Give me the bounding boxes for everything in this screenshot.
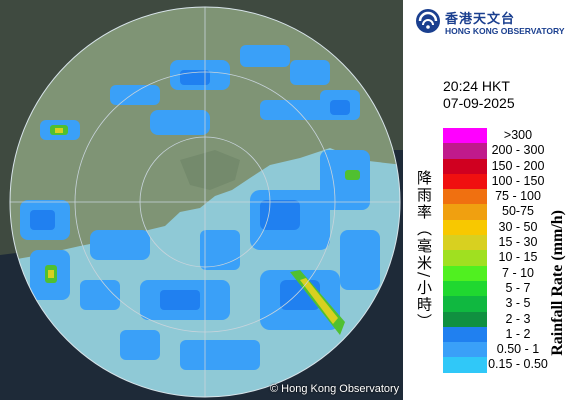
org-name-en: HONG KONG OBSERVATORY bbox=[445, 26, 565, 36]
legend-swatch bbox=[443, 357, 487, 373]
legend-label: 7 - 10 bbox=[502, 265, 534, 280]
land-hk bbox=[180, 150, 240, 190]
hko-logo: 香港天文台 HONG KONG OBSERVATORY bbox=[413, 6, 577, 40]
legend-swatch bbox=[443, 128, 487, 144]
hko-logo-icon bbox=[416, 9, 440, 33]
legend-label: 200 - 300 bbox=[491, 143, 545, 158]
legend-swatch bbox=[443, 250, 487, 266]
legend-swatch bbox=[443, 235, 487, 251]
legend-label: 3 - 5 bbox=[505, 296, 531, 311]
rain-echoes-intense bbox=[48, 128, 338, 324]
legend-label: 75 - 100 bbox=[495, 189, 541, 204]
legend-label: 1 - 2 bbox=[505, 326, 531, 341]
info-panel: 香港天文台 HONG KONG OBSERVATORY 20:24 HKT 07… bbox=[403, 0, 577, 400]
legend-labels: >300 200 - 300 150 - 200 100 - 150 75 - 100 5… bbox=[483, 128, 553, 373]
legend-swatch bbox=[443, 158, 487, 174]
radar-image bbox=[0, 0, 403, 400]
legend-label: 2 - 3 bbox=[505, 311, 531, 326]
radar-coverage bbox=[10, 7, 400, 397]
legend-swatch bbox=[443, 143, 487, 159]
legend-swatch bbox=[443, 311, 487, 327]
legend-title-cn: 降雨率（毫米/小時） bbox=[415, 170, 433, 331]
legend-swatch bbox=[443, 280, 487, 297]
legend-label: 50-75 bbox=[502, 204, 534, 219]
legend-swatch bbox=[443, 342, 487, 358]
legend-label: 15 - 30 bbox=[498, 235, 538, 250]
legend-label: 100 - 150 bbox=[491, 173, 545, 188]
legend-label: 5 - 7 bbox=[505, 280, 531, 295]
legend-swatch bbox=[443, 326, 487, 343]
radar-map: © Hong Kong Observatory bbox=[0, 0, 403, 400]
copyright-text: © Hong Kong Observatory bbox=[270, 383, 400, 395]
legend-title-en: Rainfall Rate (mm/h) bbox=[549, 210, 566, 356]
legend-label: 0.15 - 0.50 bbox=[488, 357, 548, 372]
radar-range-edge bbox=[9, 6, 401, 398]
org-name-cn: 香港天文台 bbox=[445, 12, 516, 27]
observation-time: 20:24 HKT bbox=[443, 78, 510, 94]
legend-swatch bbox=[443, 189, 487, 205]
legend-label: 0.50 - 1 bbox=[496, 342, 540, 357]
legend-swatch bbox=[443, 265, 487, 281]
legend-label: 150 - 200 bbox=[491, 158, 545, 173]
legend-label: 30 - 50 bbox=[498, 219, 538, 234]
legend-swatch bbox=[443, 219, 487, 236]
legend-label: >300 bbox=[503, 128, 533, 142]
observation-date: 07-09-2025 bbox=[443, 95, 515, 111]
legend-swatch bbox=[443, 296, 487, 312]
legend-swatch bbox=[443, 204, 487, 220]
range-rings bbox=[10, 7, 400, 397]
legend-label: 10 - 15 bbox=[498, 250, 538, 265]
legend-swatch bbox=[443, 173, 487, 190]
legend-color-scale bbox=[443, 128, 487, 373]
